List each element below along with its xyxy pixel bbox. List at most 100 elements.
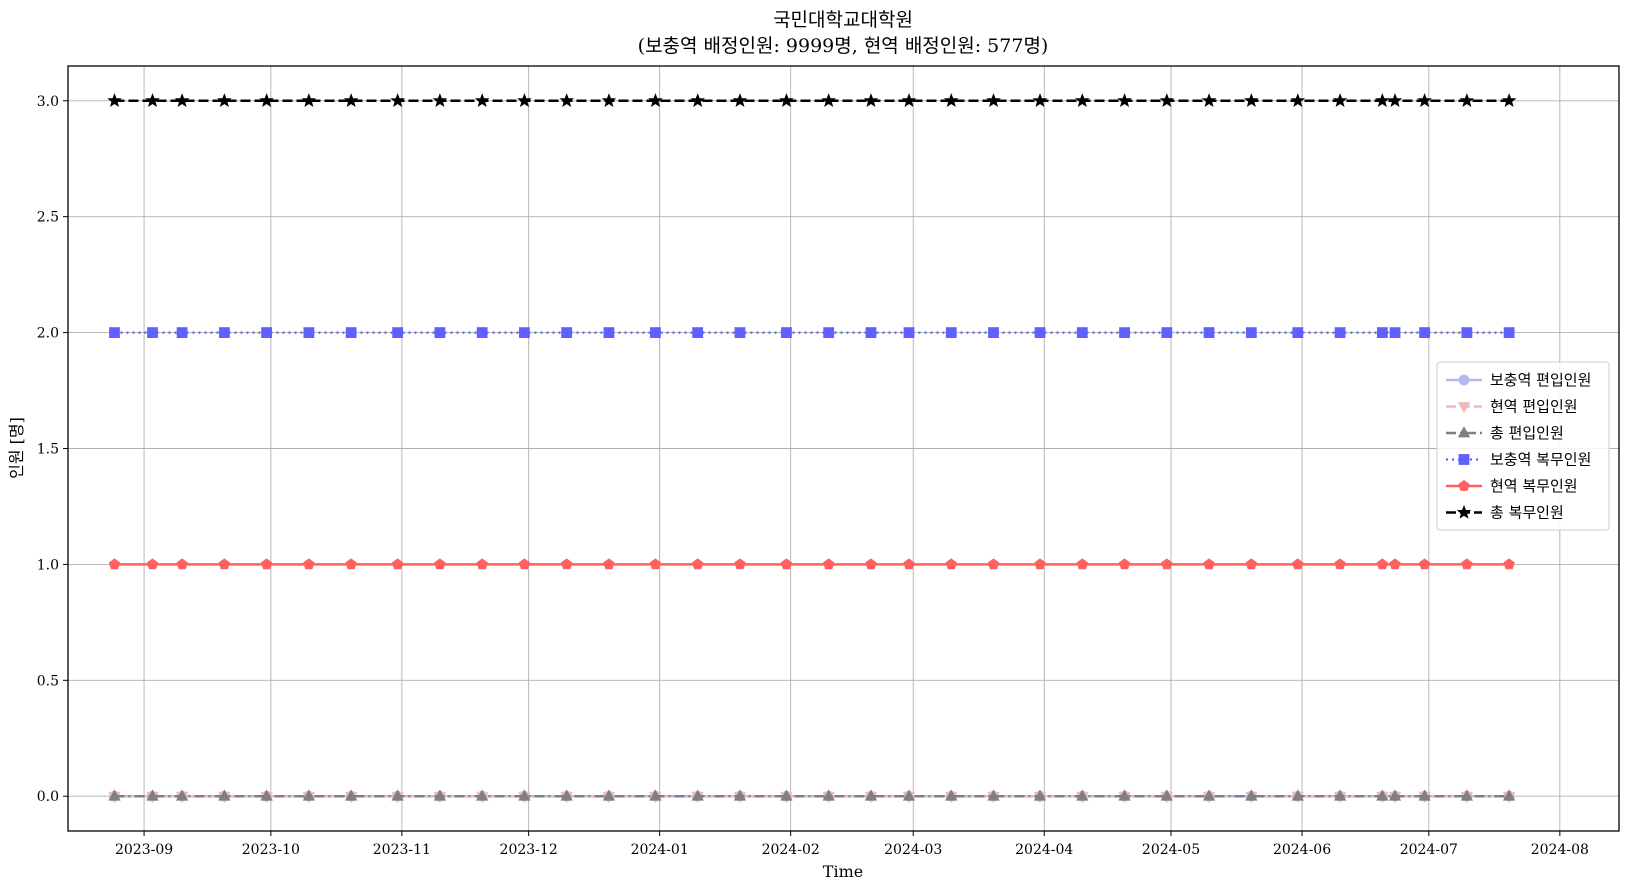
- data-point: [303, 327, 315, 338]
- y-tick-label: 2.0: [37, 326, 59, 342]
- data-point: [945, 789, 958, 801]
- data-point: [1076, 558, 1088, 570]
- data-point: [108, 789, 121, 801]
- data-point: [1033, 789, 1047, 801]
- data-point: [1291, 789, 1304, 801]
- data-point: [475, 789, 489, 801]
- data-point: [1375, 93, 1390, 107]
- legend-item: 보충역 편입인원: [1446, 371, 1591, 389]
- data-point: [903, 327, 915, 338]
- data-point: [864, 789, 878, 801]
- x-tick-label: 2024-08: [1531, 842, 1589, 858]
- data-point: [865, 558, 877, 570]
- data-point: [601, 93, 617, 107]
- data-point: [303, 558, 315, 570]
- data-point: [1332, 93, 1348, 107]
- data-point: [1075, 93, 1090, 107]
- data-point: [1417, 93, 1432, 107]
- data-point: [649, 789, 662, 801]
- y-tick-label: 2.5: [37, 210, 59, 226]
- x-tick-label: 2024-03: [884, 842, 942, 858]
- data-point: [650, 327, 661, 338]
- data-point: [732, 93, 748, 107]
- legend-marker: [1458, 454, 1470, 465]
- data-point: [1076, 789, 1089, 801]
- data-point: [1245, 789, 1258, 801]
- legend-marker: [1457, 426, 1471, 438]
- data-point: [903, 558, 915, 570]
- data-point: [691, 789, 704, 801]
- data-point: [146, 789, 159, 801]
- x-tick-label: 2024-01: [631, 842, 689, 858]
- data-point: [560, 789, 573, 801]
- data-point: [1290, 93, 1306, 107]
- data-point: [518, 789, 531, 801]
- y-tick-label: 1.0: [37, 557, 59, 573]
- data-point: [518, 558, 531, 570]
- x-tick-label: 2024-07: [1400, 842, 1458, 858]
- data-point: [1333, 789, 1347, 801]
- data-point: [780, 789, 793, 801]
- data-point: [1292, 327, 1304, 338]
- data-point: [863, 93, 879, 107]
- x-tick-label: 2024-05: [1142, 842, 1200, 858]
- data-point: [217, 93, 232, 107]
- data-point: [1160, 789, 1173, 801]
- data-point: [432, 93, 448, 107]
- data-point: [109, 327, 120, 338]
- data-point: [780, 558, 793, 570]
- grid: [68, 66, 1619, 831]
- data-point: [649, 558, 662, 570]
- legend-label: 총 편입인원: [1490, 424, 1564, 442]
- data-point: [391, 789, 404, 801]
- data-point: [218, 327, 230, 338]
- data-point: [986, 93, 1001, 107]
- data-point: [1245, 558, 1258, 570]
- data-point: [1118, 789, 1131, 801]
- data-point: [519, 327, 530, 338]
- data-point: [1161, 558, 1173, 570]
- data-point: [1459, 93, 1475, 107]
- data-point: [823, 327, 835, 338]
- data-point: [1503, 327, 1515, 338]
- data-point: [690, 93, 705, 107]
- data-point: [1503, 558, 1515, 570]
- data-point: [603, 558, 615, 570]
- data-point: [559, 93, 574, 107]
- data-point: [822, 789, 835, 801]
- data-point: [781, 327, 792, 338]
- data-point: [107, 93, 122, 107]
- data-point: [1461, 327, 1473, 338]
- data-point: [692, 327, 704, 338]
- data-point: [945, 327, 957, 338]
- data-point: [434, 558, 446, 570]
- tick-layer: 0.0 0.5 1.0 1.5 2.0 2.5 3.0 2023-09 2023-10 2023-…: [37, 94, 1589, 858]
- data-point: [1376, 558, 1389, 570]
- legend-label: 보충역 편입인원: [1490, 371, 1591, 389]
- data-point: [345, 558, 357, 570]
- data-point: [145, 93, 160, 107]
- legend-item: 현역 복무인원: [1446, 477, 1578, 495]
- data-point: [301, 93, 317, 107]
- legend-item: 총 복무인원: [1446, 504, 1564, 522]
- data-point: [1034, 558, 1046, 570]
- data-point: [561, 327, 573, 338]
- data-point: [1334, 558, 1346, 570]
- x-tick-label: 2023-12: [500, 842, 558, 858]
- data-point: [1201, 93, 1217, 107]
- data-point: [392, 327, 404, 338]
- data-point: [1117, 93, 1132, 107]
- data-point: [648, 93, 663, 107]
- y-tick-label: 0.0: [37, 789, 59, 805]
- legend-box: [1436, 361, 1610, 531]
- legend-item: 보충역 복무인원: [1446, 451, 1591, 469]
- data-point: [261, 327, 273, 338]
- data-point: [602, 789, 616, 801]
- data-point: [691, 558, 704, 570]
- data-point: [987, 558, 1000, 570]
- data-point: [474, 93, 490, 107]
- data-point: [1418, 789, 1431, 801]
- data-point: [345, 327, 357, 338]
